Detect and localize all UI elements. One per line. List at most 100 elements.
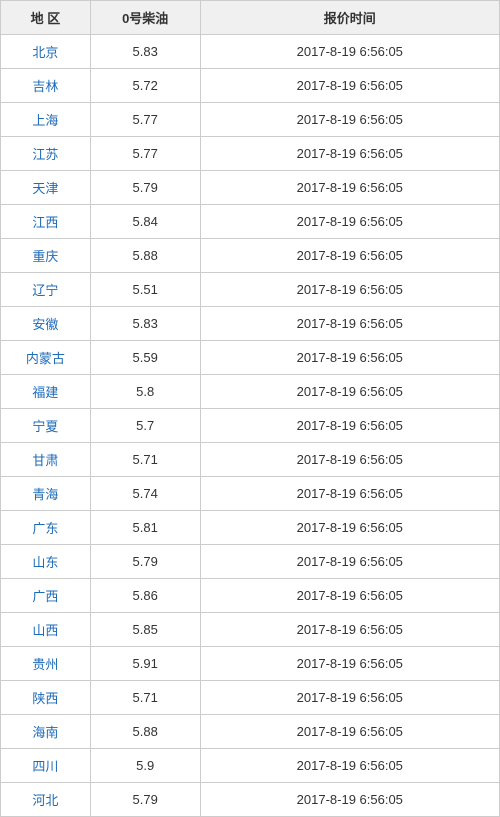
cell-region: 天津 — [1, 171, 91, 205]
cell-region: 四川 — [1, 749, 91, 783]
cell-time: 2017-8-19 6:56:05 — [200, 715, 499, 749]
region-link[interactable]: 上海 — [32, 113, 58, 128]
region-link[interactable]: 辽宁 — [32, 283, 58, 298]
cell-time: 2017-8-19 6:56:05 — [200, 69, 499, 103]
table-row: 吉林 5.722017-8-19 6:56:05 — [1, 69, 500, 103]
table-row: 天津 5.792017-8-19 6:56:05 — [1, 171, 500, 205]
cell-price: 5.86 — [90, 579, 200, 613]
table-row: 江西 5.842017-8-19 6:56:05 — [1, 205, 500, 239]
region-link[interactable]: 江西 — [32, 215, 58, 230]
region-link[interactable]: 四川 — [32, 759, 58, 774]
region-link[interactable]: 广西 — [32, 589, 58, 604]
table-row: 贵州5.912017-8-19 6:56:05 — [1, 647, 500, 681]
cell-time: 2017-8-19 6:56:05 — [200, 613, 499, 647]
col-header-region: 地 区 — [1, 1, 91, 35]
cell-region: 山西 — [1, 613, 91, 647]
col-header-price: 0号柴油 — [90, 1, 200, 35]
table-row: 四川 5.92017-8-19 6:56:05 — [1, 749, 500, 783]
table-row: 内蒙古5.592017-8-19 6:56:05 — [1, 341, 500, 375]
cell-price: 5.8 — [90, 375, 200, 409]
region-link[interactable]: 广东 — [32, 521, 58, 536]
region-link[interactable]: 重庆 — [32, 249, 58, 264]
cell-time: 2017-8-19 6:56:05 — [200, 307, 499, 341]
table-row: 山东5.792017-8-19 6:56:05 — [1, 545, 500, 579]
cell-time: 2017-8-19 6:56:05 — [200, 273, 499, 307]
cell-price: 5.84 — [90, 205, 200, 239]
region-link[interactable]: 江苏 — [32, 147, 58, 162]
table-row: 北京 5.832017-8-19 6:56:05 — [1, 35, 500, 69]
region-link[interactable]: 陕西 — [32, 691, 58, 706]
table-row: 河北 5.792017-8-19 6:56:05 — [1, 783, 500, 817]
cell-time: 2017-8-19 6:56:05 — [200, 545, 499, 579]
cell-price: 5.83 — [90, 307, 200, 341]
table-row: 上海 5.772017-8-19 6:56:05 — [1, 103, 500, 137]
col-header-time: 报价时间 — [200, 1, 499, 35]
cell-region: 河北 — [1, 783, 91, 817]
cell-time: 2017-8-19 6:56:05 — [200, 341, 499, 375]
cell-time: 2017-8-19 6:56:05 — [200, 137, 499, 171]
table-row: 陕西5.712017-8-19 6:56:05 — [1, 681, 500, 715]
cell-price: 5.79 — [90, 783, 200, 817]
region-link[interactable]: 宁夏 — [32, 419, 58, 434]
cell-region: 广东 — [1, 511, 91, 545]
table-row: 重庆 5.882017-8-19 6:56:05 — [1, 239, 500, 273]
cell-price: 5.81 — [90, 511, 200, 545]
region-link[interactable]: 天津 — [32, 181, 58, 196]
cell-price: 5.77 — [90, 103, 200, 137]
cell-time: 2017-8-19 6:56:05 — [200, 783, 499, 817]
region-link[interactable]: 内蒙古 — [26, 351, 65, 366]
cell-price: 5.79 — [90, 171, 200, 205]
cell-region: 山东 — [1, 545, 91, 579]
region-link[interactable]: 海南 — [32, 725, 58, 740]
cell-region: 广西 — [1, 579, 91, 613]
cell-region: 陕西 — [1, 681, 91, 715]
region-link[interactable]: 山西 — [32, 623, 58, 638]
cell-region: 甘肃 — [1, 443, 91, 477]
cell-time: 2017-8-19 6:56:05 — [200, 171, 499, 205]
table-header: 地 区 0号柴油 报价时间 — [1, 1, 500, 35]
table-row: 福建 5.82017-8-19 6:56:05 — [1, 375, 500, 409]
region-link[interactable]: 福建 — [32, 385, 58, 400]
cell-time: 2017-8-19 6:56:05 — [200, 205, 499, 239]
cell-region: 江西 — [1, 205, 91, 239]
cell-time: 2017-8-19 6:56:05 — [200, 239, 499, 273]
region-link[interactable]: 山东 — [32, 555, 58, 570]
cell-price: 5.71 — [90, 443, 200, 477]
cell-region: 福建 — [1, 375, 91, 409]
table-row: 青海5.742017-8-19 6:56:05 — [1, 477, 500, 511]
table-row: 宁夏5.72017-8-19 6:56:05 — [1, 409, 500, 443]
region-link[interactable]: 北京 — [32, 45, 58, 60]
cell-price: 5.85 — [90, 613, 200, 647]
cell-price: 5.83 — [90, 35, 200, 69]
region-link[interactable]: 安徽 — [32, 317, 58, 332]
region-link[interactable]: 河北 — [32, 793, 58, 808]
cell-time: 2017-8-19 6:56:05 — [200, 477, 499, 511]
cell-time: 2017-8-19 6:56:05 — [200, 443, 499, 477]
table-row: 甘肃 5.712017-8-19 6:56:05 — [1, 443, 500, 477]
region-link[interactable]: 贵州 — [32, 657, 58, 672]
cell-time: 2017-8-19 6:56:05 — [200, 35, 499, 69]
region-link[interactable]: 青海 — [32, 487, 58, 502]
table-body: 北京5.832017-8-19 6:56:05吉林5.722017-8-19 6… — [1, 35, 500, 817]
cell-price: 5.71 — [90, 681, 200, 715]
cell-region: 北京 — [1, 35, 91, 69]
cell-region: 内蒙古 — [1, 341, 91, 375]
cell-time: 2017-8-19 6:56:05 — [200, 375, 499, 409]
cell-price: 5.72 — [90, 69, 200, 103]
cell-price: 5.51 — [90, 273, 200, 307]
region-link[interactable]: 甘肃 — [32, 453, 58, 468]
cell-time: 2017-8-19 6:56:05 — [200, 103, 499, 137]
cell-price: 5.7 — [90, 409, 200, 443]
cell-region: 吉林 — [1, 69, 91, 103]
cell-price: 5.9 — [90, 749, 200, 783]
cell-region: 重庆 — [1, 239, 91, 273]
table-row: 广东5.812017-8-19 6:56:05 — [1, 511, 500, 545]
cell-time: 2017-8-19 6:56:05 — [200, 749, 499, 783]
cell-price: 5.88 — [90, 715, 200, 749]
cell-price: 5.88 — [90, 239, 200, 273]
cell-price: 5.77 — [90, 137, 200, 171]
region-link[interactable]: 吉林 — [32, 79, 58, 94]
cell-region: 江苏 — [1, 137, 91, 171]
price-table: 地 区 0号柴油 报价时间 北京5.832017-8-19 6:56:05吉林5… — [0, 0, 500, 817]
cell-region: 海南 — [1, 715, 91, 749]
